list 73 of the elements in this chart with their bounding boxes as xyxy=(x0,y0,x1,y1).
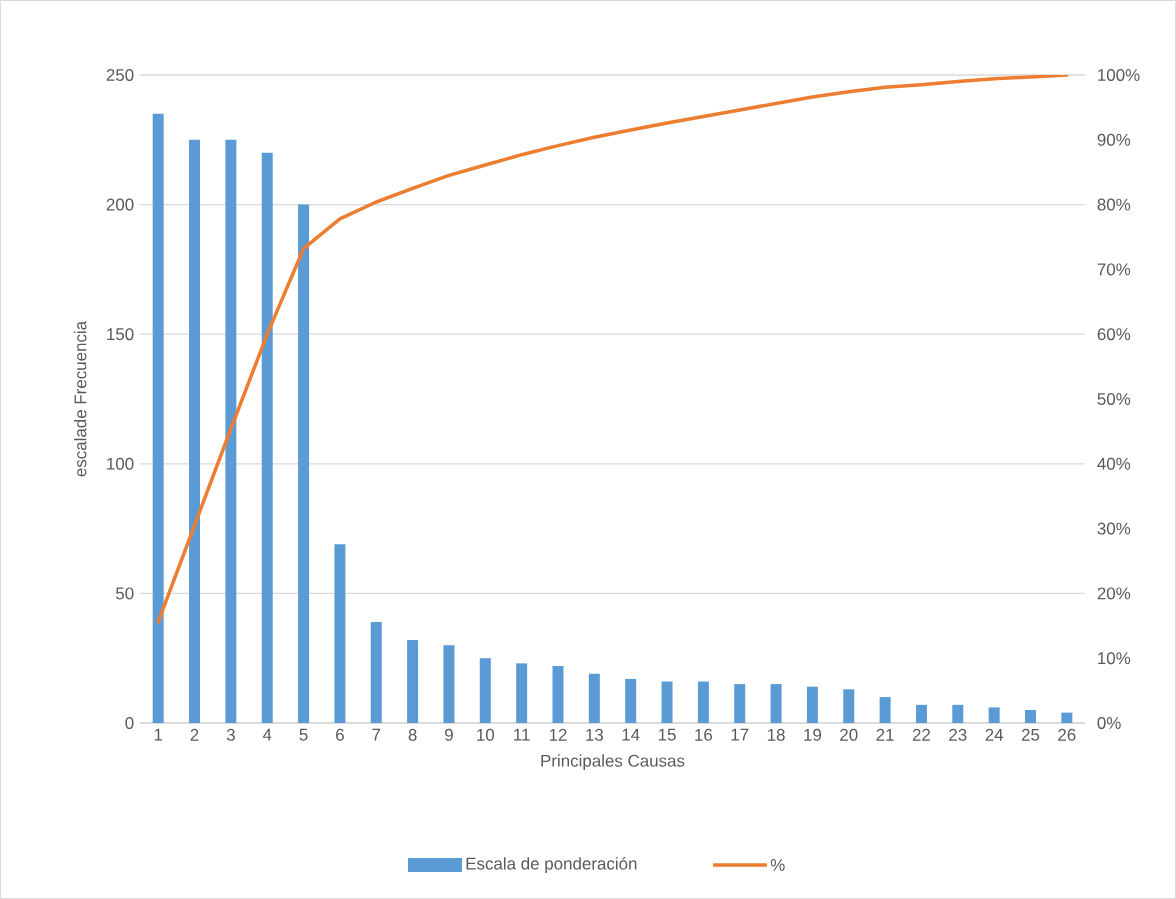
bar xyxy=(552,665,564,723)
x-tick-label: 14 xyxy=(622,728,640,741)
x-tick-label: 20 xyxy=(840,728,858,741)
bar xyxy=(988,707,1000,723)
x-tick-label: 23 xyxy=(949,728,967,741)
x-tick-label: 15 xyxy=(658,728,676,741)
x-tick-label: 6 xyxy=(336,728,344,741)
x-tick-label: 18 xyxy=(767,728,785,741)
x-tick-label: 10 xyxy=(477,728,495,741)
x-tick-label: 26 xyxy=(1058,728,1076,741)
bar xyxy=(588,673,600,723)
bar xyxy=(1061,712,1073,723)
x-tick-label: 16 xyxy=(695,728,713,741)
bar xyxy=(770,684,782,723)
bar xyxy=(516,663,528,723)
bar xyxy=(843,689,855,723)
x-tick-label: 19 xyxy=(804,728,822,741)
bar xyxy=(479,658,491,723)
x-tick-label: 7 xyxy=(372,728,381,741)
bar xyxy=(407,640,419,723)
legend-label: Escala de ponderación xyxy=(466,856,637,873)
bar xyxy=(1024,710,1036,723)
x-tick-label: 5 xyxy=(299,728,308,741)
y2-tick-label: 0% xyxy=(1097,716,1121,729)
y-tick-label: 200 xyxy=(106,198,134,211)
bar xyxy=(298,204,310,723)
bar xyxy=(334,544,346,723)
bar xyxy=(661,681,673,723)
legend-label: % xyxy=(770,859,785,871)
y2-tick-label: 100% xyxy=(1098,68,1140,81)
x-tick-label: 24 xyxy=(985,728,1004,741)
y2-tick-label: 40% xyxy=(1097,457,1131,470)
x-tick-label: 25 xyxy=(1021,728,1040,741)
bar xyxy=(879,697,891,723)
bar xyxy=(225,139,237,723)
x-tick-label: 2 xyxy=(190,728,199,741)
y-tick-label: 150 xyxy=(107,328,134,341)
y2-tick-label: 60% xyxy=(1097,328,1131,341)
x-tick-label: 21 xyxy=(876,728,894,741)
y-tick-label: 0 xyxy=(125,716,134,729)
x-tick-label: 3 xyxy=(226,728,235,741)
bar xyxy=(370,621,382,723)
x-tick-label: 9 xyxy=(445,728,453,741)
y2-tick-label: 70% xyxy=(1097,263,1131,276)
y2-tick-label: 50% xyxy=(1097,392,1131,405)
bar xyxy=(734,684,746,723)
x-tick-label: 4 xyxy=(262,728,272,741)
bar xyxy=(152,113,164,723)
x-axis-title: Principales Causas xyxy=(541,754,685,771)
y2-tick-label: 90% xyxy=(1097,133,1131,146)
y2-tick-label: 10% xyxy=(1098,652,1131,665)
x-tick-label: 17 xyxy=(731,728,749,741)
bar xyxy=(625,678,637,723)
x-tick-label: 11 xyxy=(514,728,530,741)
bar xyxy=(189,139,201,723)
y-tick-label: 100 xyxy=(107,457,134,470)
bar xyxy=(443,645,455,723)
x-tick-label: 22 xyxy=(912,728,931,741)
y2-tick-label: 80% xyxy=(1097,198,1131,211)
bar xyxy=(261,152,273,723)
y-tick-label: 50 xyxy=(116,587,134,600)
x-tick-label: 8 xyxy=(408,728,417,741)
bar xyxy=(697,681,709,723)
bar xyxy=(952,704,964,723)
y-tick-label: 250 xyxy=(106,68,134,81)
x-tick-label: 13 xyxy=(586,728,604,741)
y2-tick-label: 20% xyxy=(1097,587,1131,600)
bar xyxy=(806,686,818,723)
y2-tick-label: 30% xyxy=(1097,522,1131,535)
y-axis-title: escalade Frecuencia xyxy=(73,320,87,477)
x-tick-label: 12 xyxy=(549,728,567,741)
bar xyxy=(915,704,927,723)
x-tick-label: 1 xyxy=(154,728,163,741)
